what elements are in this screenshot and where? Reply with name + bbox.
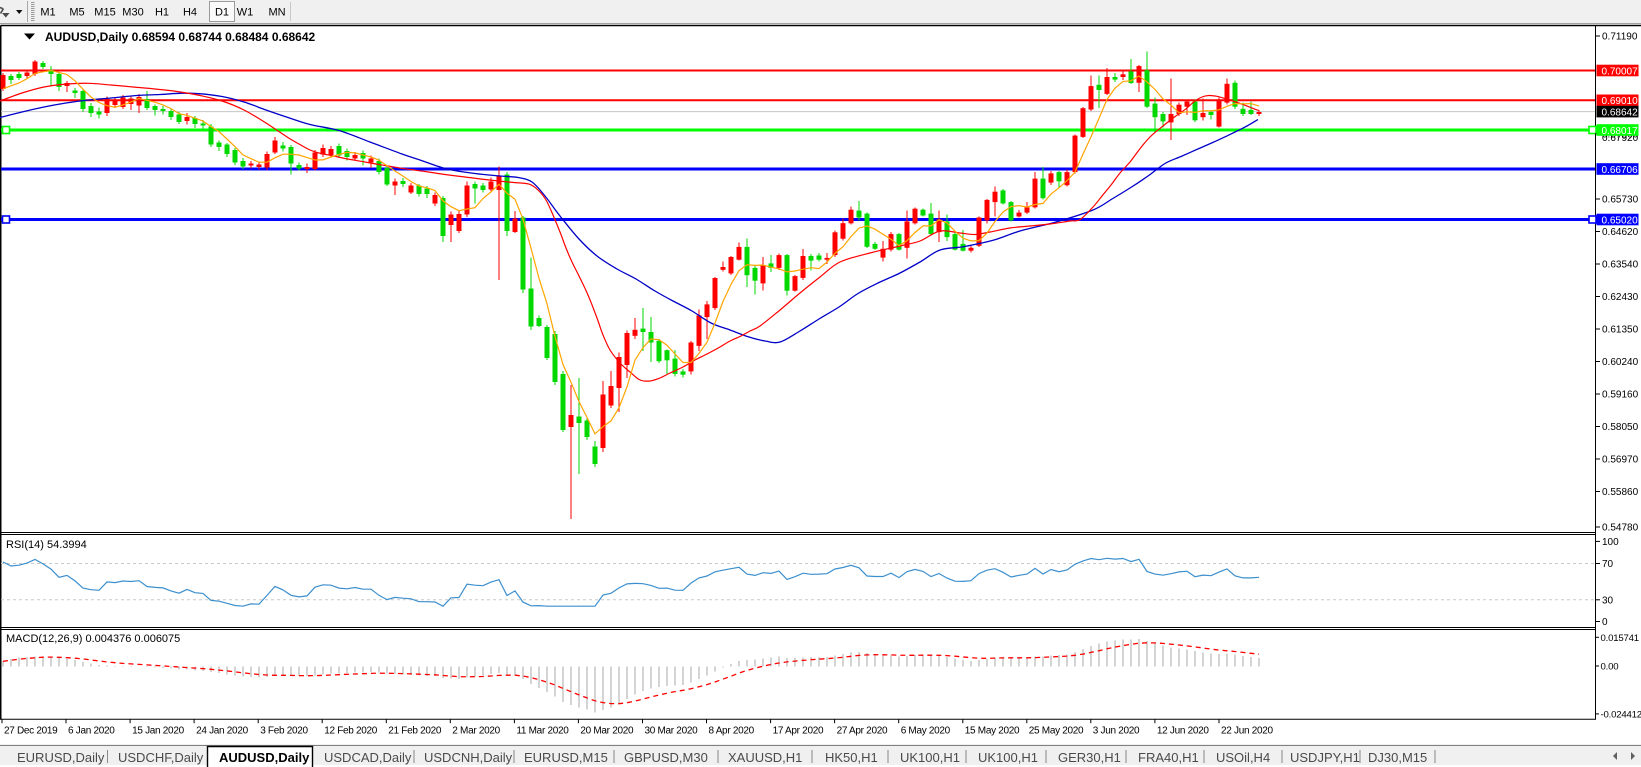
svg-text:100: 100 <box>1602 537 1619 548</box>
svg-text:0.69010: 0.69010 <box>1602 96 1639 107</box>
svg-text:0.62430: 0.62430 <box>1602 292 1639 303</box>
svg-text:0.56970: 0.56970 <box>1602 455 1639 466</box>
svg-text:USDCNH,Daily: USDCNH,Daily <box>424 750 513 765</box>
svg-text:EURUSD,Daily: EURUSD,Daily <box>17 750 105 765</box>
svg-text:6 May 2020: 6 May 2020 <box>901 726 951 737</box>
svg-text:MACD(12,26,9) 0.004376 0.00607: MACD(12,26,9) 0.004376 0.006075 <box>6 633 180 645</box>
svg-text:0.71190: 0.71190 <box>1602 32 1638 43</box>
svg-text:-0.024412: -0.024412 <box>1601 709 1641 720</box>
svg-text:M5: M5 <box>69 7 84 19</box>
svg-text:22 Jun 2020: 22 Jun 2020 <box>1221 726 1273 737</box>
svg-text:USOil,H4: USOil,H4 <box>1216 750 1270 765</box>
svg-text:0.59160: 0.59160 <box>1602 390 1639 401</box>
svg-text:D1: D1 <box>215 7 229 19</box>
svg-text:25 May 2020: 25 May 2020 <box>1029 726 1084 737</box>
svg-text:21 Feb 2020: 21 Feb 2020 <box>388 726 442 737</box>
svg-text:27 Apr 2020: 27 Apr 2020 <box>837 726 888 737</box>
svg-text:0: 0 <box>1602 617 1608 628</box>
svg-text:H4: H4 <box>183 7 197 19</box>
svg-text:GBPUSD,M30: GBPUSD,M30 <box>624 750 708 765</box>
svg-text:M1: M1 <box>40 7 55 19</box>
svg-text:30: 30 <box>1602 595 1614 606</box>
svg-text:0.015741: 0.015741 <box>1601 633 1639 644</box>
svg-text:AUDUSD,Daily 0.68594 0.68744: AUDUSD,Daily 0.68594 0.68744 0.68484 0.6… <box>45 30 316 44</box>
svg-text:15 Jan 2020: 15 Jan 2020 <box>132 726 184 737</box>
svg-text:W1: W1 <box>237 7 254 19</box>
svg-text:0.54780: 0.54780 <box>1602 523 1639 534</box>
svg-text:USDCAD,Daily: USDCAD,Daily <box>324 750 412 765</box>
svg-text:0.64620: 0.64620 <box>1602 227 1639 238</box>
svg-text:0.70007: 0.70007 <box>1602 66 1639 77</box>
svg-text:8 Apr 2020: 8 Apr 2020 <box>709 726 755 737</box>
svg-text:H1: H1 <box>155 7 169 19</box>
svg-text:11 Mar 2020: 11 Mar 2020 <box>516 726 569 737</box>
svg-text:12 Feb 2020: 12 Feb 2020 <box>324 726 378 737</box>
svg-text:0.67920: 0.67920 <box>1602 133 1639 144</box>
svg-text:2 Mar 2020: 2 Mar 2020 <box>452 726 500 737</box>
svg-text:0.65020: 0.65020 <box>1602 215 1639 226</box>
svg-text:0.55860: 0.55860 <box>1602 487 1639 498</box>
svg-text:0.00: 0.00 <box>1601 662 1619 673</box>
svg-text:70: 70 <box>1602 559 1614 570</box>
svg-text:XAUUSD,H1: XAUUSD,H1 <box>728 750 802 765</box>
svg-text:0.68642: 0.68642 <box>1602 107 1639 118</box>
svg-text:RSI(14) 54.3994: RSI(14) 54.3994 <box>6 539 87 551</box>
svg-text:15 May 2020: 15 May 2020 <box>965 726 1020 737</box>
svg-text:0.66706: 0.66706 <box>1602 165 1639 176</box>
svg-text:FRA40,H1: FRA40,H1 <box>1138 750 1199 765</box>
svg-text:30 Mar 2020: 30 Mar 2020 <box>645 726 699 737</box>
svg-text:24 Jan 2020: 24 Jan 2020 <box>196 726 248 737</box>
svg-text:0.63540: 0.63540 <box>1602 260 1639 271</box>
svg-text:USDCHF,Daily: USDCHF,Daily <box>118 750 204 765</box>
svg-text:12 Jun 2020: 12 Jun 2020 <box>1157 726 1209 737</box>
svg-text:M15: M15 <box>94 7 115 19</box>
svg-text:HK50,H1: HK50,H1 <box>825 750 878 765</box>
svg-text:EURUSD,M15: EURUSD,M15 <box>524 750 608 765</box>
svg-text:17 Apr 2020: 17 Apr 2020 <box>773 726 824 737</box>
svg-text:MN: MN <box>268 7 285 19</box>
svg-text:GER30,H1: GER30,H1 <box>1058 750 1121 765</box>
svg-text:0.65730: 0.65730 <box>1602 195 1639 206</box>
svg-text:DJ30,M15: DJ30,M15 <box>1368 750 1427 765</box>
svg-text:20 Mar 2020: 20 Mar 2020 <box>580 726 634 737</box>
svg-text:0.61350: 0.61350 <box>1602 325 1639 336</box>
svg-text:3 Feb 2020: 3 Feb 2020 <box>260 726 308 737</box>
svg-text:6 Jan 2020: 6 Jan 2020 <box>68 726 115 737</box>
svg-text:UK100,H1: UK100,H1 <box>978 750 1038 765</box>
svg-text:0.68017: 0.68017 <box>1602 126 1639 137</box>
svg-text:0.60240: 0.60240 <box>1602 357 1639 368</box>
svg-text:AUDUSD,Daily: AUDUSD,Daily <box>219 750 310 765</box>
svg-text:USDJPY,H1: USDJPY,H1 <box>1290 750 1360 765</box>
svg-text:M30: M30 <box>122 7 143 19</box>
svg-text:27 Dec 2019: 27 Dec 2019 <box>4 726 58 737</box>
svg-text:UK100,H1: UK100,H1 <box>900 750 960 765</box>
svg-text:3 Jun 2020: 3 Jun 2020 <box>1093 726 1140 737</box>
svg-text:0.58050: 0.58050 <box>1602 422 1639 433</box>
